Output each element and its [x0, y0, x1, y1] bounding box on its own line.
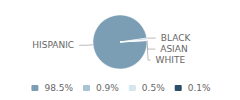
svg-text:0.9%: 0.9%	[96, 83, 119, 93]
svg-text:BLACK: BLACK	[161, 33, 192, 43]
svg-text:0.1%: 0.1%	[188, 83, 211, 93]
svg-text:98.5%: 98.5%	[44, 83, 73, 93]
svg-text:WHITE: WHITE	[156, 55, 186, 65]
svg-text:0.5%: 0.5%	[142, 83, 165, 93]
svg-text:HISPANIC: HISPANIC	[32, 40, 74, 50]
svg-text:ASIAN: ASIAN	[160, 44, 187, 54]
